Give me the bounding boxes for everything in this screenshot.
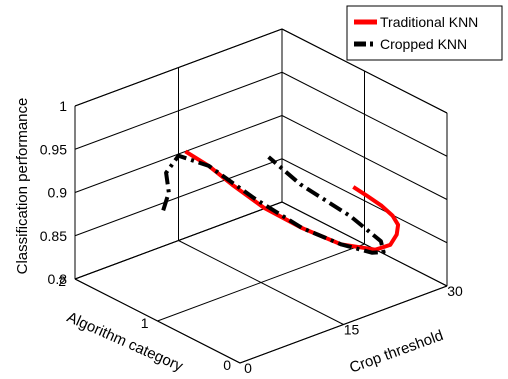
legend-label-traditional-knn: Traditional KNN [380,14,478,30]
y-axis-line [74,278,241,364]
y-tick-label: 0 [223,357,231,373]
y-tick-label: 2 [58,273,66,289]
back-wall-gridline [74,28,283,107]
y-tick-label: 1 [141,315,149,331]
x-tick-label: 0 [244,360,252,376]
data-layer [161,149,401,255]
tick-layer: 0.8 0.85 0.9 0.95 1 0 1 2 0 15 30 [40,98,463,376]
side-wall-gridline [281,28,448,114]
z-tick-label: 0.95 [40,141,67,157]
grid-layer [74,28,448,364]
floor-gridline [74,201,283,280]
x-axis-label: Crop threshold [347,327,445,377]
side-wall-gridline [281,158,448,244]
legend: Traditional KNN Cropped KNN [346,5,503,61]
back-wall-gridline [74,158,283,237]
series-line-cropped-knn [161,153,386,255]
side-wall-gridline [281,115,448,200]
legend-label-cropped-knn: Cropped KNN [380,36,467,52]
x-tick-label: 30 [447,283,463,299]
legend-box [346,5,503,61]
z-tick-label: 1 [59,98,67,114]
x-axis-line [239,285,448,364]
x-tick-label: 15 [344,322,360,338]
floor-gridline [157,243,365,322]
z-tick-label: 0.85 [40,228,67,244]
z-tick-label: 0.9 [48,185,68,201]
z-tick-label: 0.8 [48,271,68,287]
z-axis-label: Classification performance [14,98,31,275]
side-wall-gridline [281,71,448,157]
back-wall-gridline [74,71,283,150]
series-line-traditional-knn [184,149,401,252]
y-axis-label: Algorithm category [64,309,186,376]
